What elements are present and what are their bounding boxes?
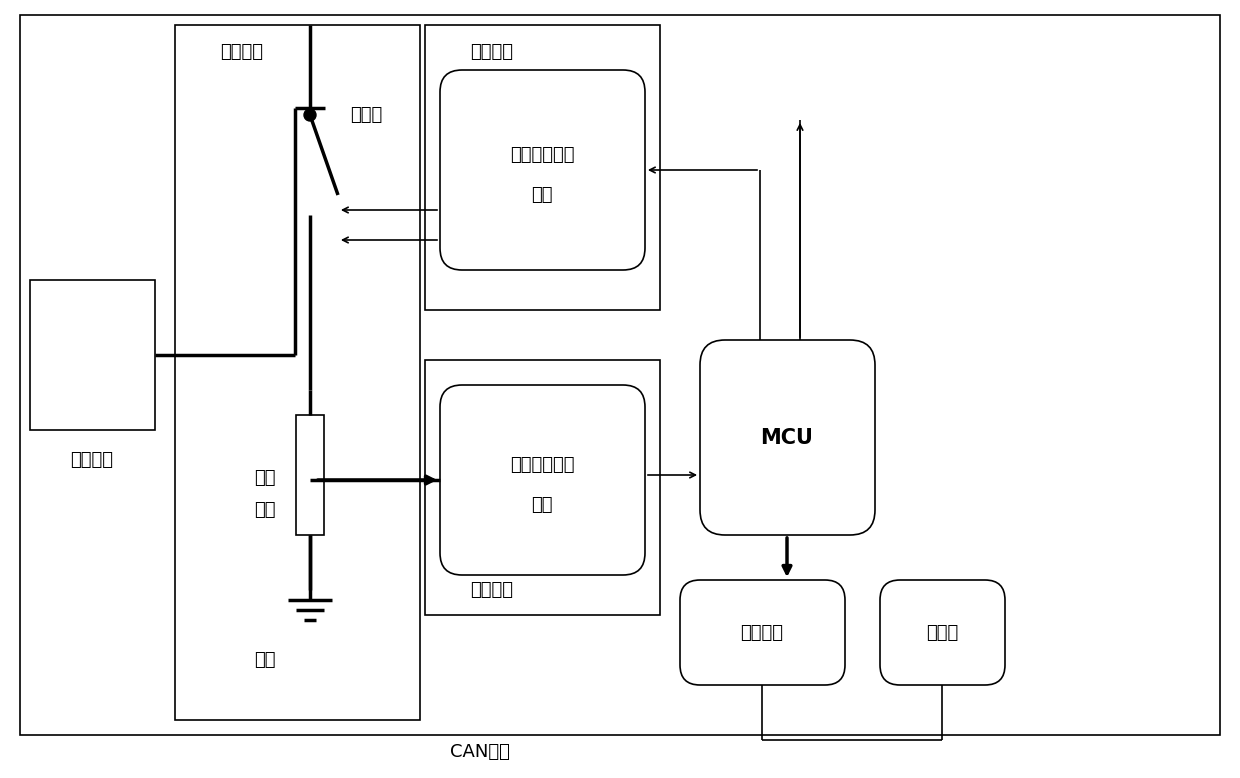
Text: 检测模块: 检测模块 [219, 43, 263, 61]
FancyBboxPatch shape [440, 70, 645, 270]
Text: 采样: 采样 [531, 496, 553, 514]
Bar [30, 280, 155, 430]
Text: 大地: 大地 [254, 651, 275, 669]
Bar [425, 25, 660, 310]
Bar [175, 25, 420, 720]
FancyBboxPatch shape [701, 340, 875, 535]
Text: 上位机: 上位机 [926, 624, 959, 642]
Bar [296, 415, 324, 535]
Text: 开关光耦隔离: 开关光耦隔离 [510, 146, 574, 164]
Text: 采样模块: 采样模块 [470, 581, 513, 599]
Text: MCU: MCU [760, 428, 813, 448]
Text: 驱动: 驱动 [531, 186, 553, 204]
Circle shape [304, 109, 316, 121]
Bar [425, 360, 660, 615]
Text: CAN总线: CAN总线 [450, 743, 510, 761]
FancyBboxPatch shape [680, 580, 844, 685]
Text: 线性光耦隔离: 线性光耦隔离 [510, 456, 574, 474]
Text: 被测电缆: 被测电缆 [71, 451, 114, 469]
Text: 电阻: 电阻 [254, 501, 275, 519]
FancyBboxPatch shape [440, 385, 645, 575]
Text: 驱动模块: 驱动模块 [470, 43, 513, 61]
Text: 继电器: 继电器 [350, 106, 382, 124]
Text: 通信模块: 通信模块 [740, 624, 784, 642]
Text: 接地: 接地 [254, 469, 275, 487]
FancyBboxPatch shape [880, 580, 1004, 685]
